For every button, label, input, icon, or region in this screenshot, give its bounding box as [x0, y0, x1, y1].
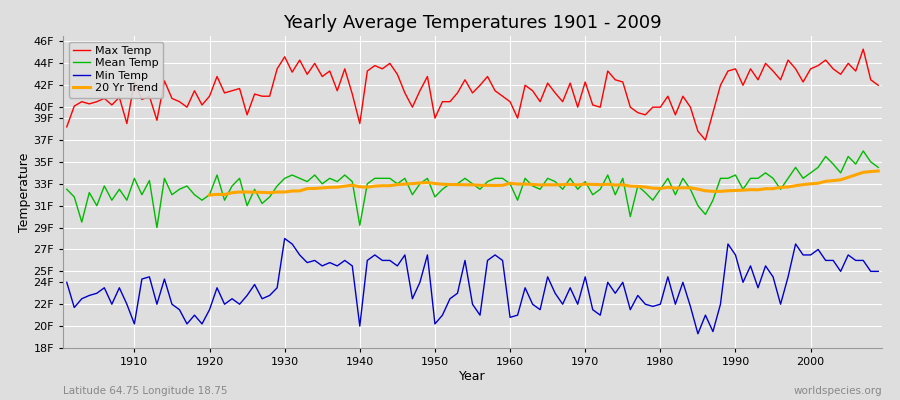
Min Temp [279, 236, 290, 241]
Mean Temp [339, 173, 350, 178]
20 Yr Trend [760, 186, 771, 191]
Text: Latitude 64.75 Longitude 18.75: Latitude 64.75 Longitude 18.75 [63, 386, 228, 396]
Max Temp [873, 83, 884, 88]
Min Temp [122, 302, 132, 307]
Max Temp [122, 121, 132, 126]
Min Temp [602, 280, 613, 285]
Title: Yearly Average Temperatures 1901 - 2009: Yearly Average Temperatures 1901 - 2009 [284, 14, 662, 32]
Min Temp [873, 269, 884, 274]
Legend: Max Temp, Mean Temp, Min Temp, 20 Yr Trend: Max Temp, Mean Temp, Min Temp, 20 Yr Tre… [68, 42, 163, 98]
Mean Temp [505, 181, 516, 186]
Max Temp [61, 124, 72, 129]
Max Temp [505, 99, 516, 104]
Mean Temp [122, 198, 132, 203]
20 Yr Trend [407, 181, 418, 186]
Line: Min Temp: Min Temp [67, 238, 878, 334]
20 Yr Trend [670, 186, 680, 190]
Mean Temp [61, 187, 72, 192]
20 Yr Trend [842, 175, 853, 180]
Min Temp [294, 252, 305, 257]
Max Temp [858, 47, 868, 52]
20 Yr Trend [294, 188, 305, 193]
Max Temp [332, 88, 343, 93]
Mean Temp [602, 173, 613, 178]
Y-axis label: Temperature: Temperature [18, 152, 31, 232]
Line: Max Temp: Max Temp [67, 49, 878, 140]
20 Yr Trend [873, 168, 884, 173]
Mean Temp [294, 176, 305, 181]
20 Yr Trend [775, 185, 786, 190]
Mean Temp [512, 198, 523, 203]
Line: 20 Yr Trend: 20 Yr Trend [210, 171, 878, 195]
Mean Temp [873, 165, 884, 170]
X-axis label: Year: Year [459, 370, 486, 383]
Max Temp [287, 70, 298, 74]
Text: worldspecies.org: worldspecies.org [794, 386, 882, 396]
Min Temp [505, 315, 516, 320]
Min Temp [339, 258, 350, 263]
Min Temp [692, 331, 703, 336]
Min Temp [61, 280, 72, 285]
Mean Temp [858, 148, 868, 153]
Min Temp [512, 313, 523, 318]
Max Temp [700, 138, 711, 142]
Max Temp [497, 94, 508, 99]
20 Yr Trend [204, 193, 215, 198]
Line: Mean Temp: Mean Temp [67, 151, 878, 228]
Max Temp [595, 105, 606, 110]
Mean Temp [151, 225, 162, 230]
